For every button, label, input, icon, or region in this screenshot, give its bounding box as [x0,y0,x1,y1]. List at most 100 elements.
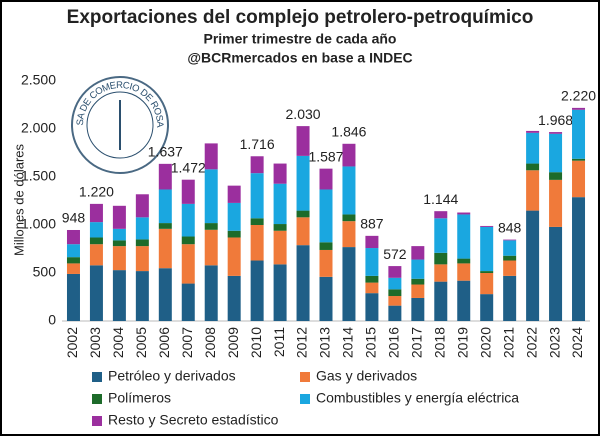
x-tick-label: 2021 [500,327,516,358]
bar-segment [181,283,195,321]
x-tick-label: 2015 [363,327,379,358]
total-label: 848 [498,219,522,235]
bar-segment [250,218,264,225]
bar-segment [342,214,356,222]
y-tick-label: 2.000 [21,120,56,136]
bar-segment [204,143,218,170]
y-tick-label: 1.000 [21,216,56,232]
bar-segment [273,163,287,184]
legend-swatch [300,372,310,382]
bar-segment [457,212,471,215]
bar-segment [250,173,264,219]
total-label: 948 [62,210,86,226]
bar-segment [434,211,448,219]
bar-segment [158,189,172,224]
bar-segment [480,294,494,321]
legend-swatch [92,416,102,426]
y-tick-label: 2.500 [21,72,56,88]
bar-segment [342,143,356,167]
bar-segment [135,271,149,321]
bar-segment [112,270,126,321]
bar-segment [342,221,356,248]
bar-segment [66,244,80,258]
x-tick-label: 2014 [340,327,356,358]
bar-segment [204,265,218,321]
legend-label: Resto y Secreto estadístico [108,412,279,428]
chart-title: Exportaciones del complejo petrolero-pet… [67,7,534,28]
bar-segment [526,163,540,171]
bar-segment [480,226,494,272]
bar-segment [158,228,172,269]
total-label: 887 [360,216,384,232]
x-tick-label: 2011 [271,327,287,357]
bar-segment [204,223,218,230]
bar-segment [227,185,241,203]
bar-segment [411,278,425,285]
bar-segment [319,168,333,190]
bar-segment [66,273,80,321]
bar-segment [181,179,195,204]
bar-segment [112,228,126,241]
total-label: 2.030 [286,106,321,122]
bar-segment [158,163,172,190]
bar-segment [158,268,172,321]
x-tick-label: 2022 [523,327,539,358]
legend-label: Combustibles y energía eléctrica [316,390,519,406]
bar-segment [319,249,333,277]
bar-segment [549,133,563,173]
bar-segment [549,226,563,321]
bar-segment [227,230,241,238]
bar-segment [135,194,149,218]
bar-segment [549,132,563,134]
bar-segment [411,259,425,279]
total-label: 1.587 [308,148,343,164]
x-tick-label: 2023 [546,327,562,358]
bar-segment [503,255,517,261]
bar-segment [89,265,103,321]
bar-segment [411,297,425,321]
chart-source: @BCRmercados en base a INDEC [187,50,412,66]
bar-segment [480,273,494,295]
total-label: 1.144 [423,191,458,207]
bar-segment [365,235,379,249]
y-axis-label: Millones de dólares [11,144,26,257]
total-label: 1.220 [79,184,114,200]
total-label: 1.968 [538,112,573,128]
bar-segment [388,296,402,306]
bar-segment [250,225,264,261]
legend-swatch [92,372,102,382]
bar-segment [572,160,586,198]
x-tick-label: 2003 [87,327,103,358]
bar-segment [549,172,563,180]
bar-segment [572,158,586,161]
x-tick-label: 2010 [248,327,264,358]
bar-segment [135,217,149,240]
legend-swatch [92,394,102,404]
y-tick-label: 0 [48,312,56,328]
bar-segment [365,282,379,294]
bar-segment [204,229,218,266]
bar-segment [66,229,80,245]
x-tick-label: 2004 [110,327,126,358]
bar-segment [227,202,241,231]
legend-label: Petróleo y derivados [108,368,236,384]
bar-segment [526,210,540,321]
bar-segment [388,266,402,278]
bar-segment [526,130,540,133]
bar-segment [112,205,126,229]
bar-segment [273,183,287,225]
total-label: 1.472 [171,159,206,175]
bar-segment [457,258,471,264]
bar-segment [227,275,241,321]
x-tick-label: 2019 [454,327,470,358]
x-tick-label: 2009 [225,327,241,358]
bar-segment [250,156,264,174]
x-tick-label: 2017 [409,327,425,358]
bar-segment [89,244,103,266]
bar-segment [457,280,471,321]
bar-segment [411,246,425,260]
x-tick-label: 2006 [156,327,172,358]
bar-segment [273,224,287,231]
bar-segment [503,275,517,321]
total-label: 572 [383,246,407,262]
